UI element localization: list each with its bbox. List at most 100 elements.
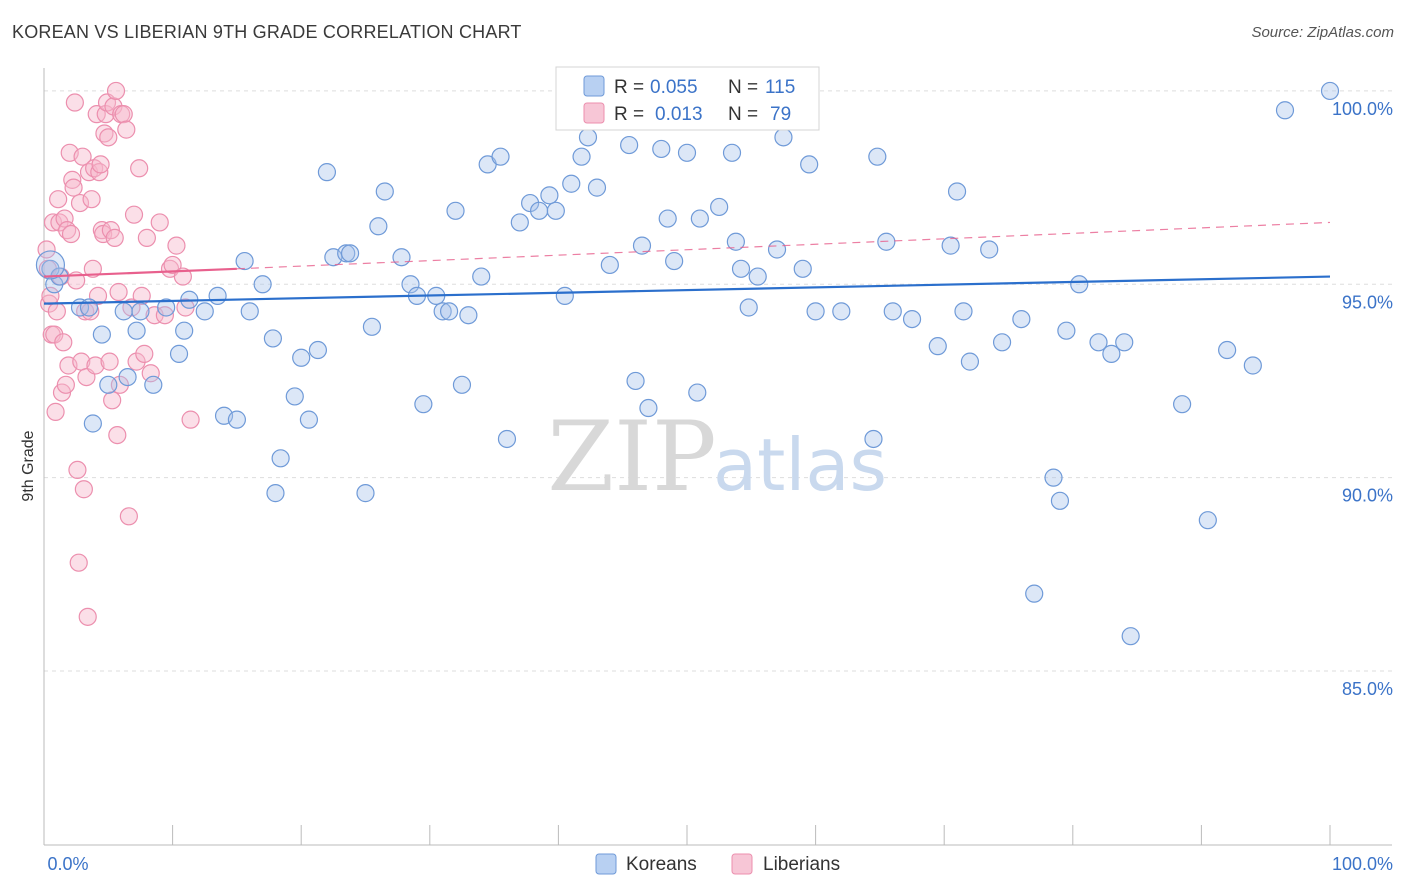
korean-point <box>240 302 259 321</box>
korean-point <box>600 255 619 275</box>
korean-point <box>1044 468 1063 487</box>
liberian-point <box>90 163 109 182</box>
liberian-point <box>135 344 154 363</box>
liberian-point <box>61 224 81 244</box>
korean-point <box>688 383 707 402</box>
korean-point <box>928 337 947 356</box>
korean-point <box>317 163 337 182</box>
korean-point <box>639 398 658 418</box>
korean-point <box>439 302 459 321</box>
liberian-point <box>56 375 75 394</box>
x-tick-label: 0.0% <box>47 854 88 874</box>
x-tick-label: 100.0% <box>1332 854 1393 874</box>
korean-point <box>340 244 360 263</box>
korean-point <box>144 375 163 394</box>
korean-point <box>308 340 328 360</box>
liberian-point <box>163 255 182 275</box>
liberian-point <box>167 236 186 255</box>
stats-r-label-2: R = <box>614 104 644 125</box>
korean-point <box>99 375 118 394</box>
liberian-point <box>106 81 126 101</box>
liberian-point <box>99 128 118 147</box>
liberian-point <box>108 425 127 445</box>
korean-point <box>369 217 388 236</box>
korean-point <box>767 240 787 259</box>
liberian-point <box>114 105 133 124</box>
liberian-point <box>82 190 101 209</box>
korean-point <box>578 128 598 147</box>
korean-point <box>806 302 825 321</box>
y-tick-label: 100.0% <box>1332 99 1393 119</box>
liberian-point <box>78 607 97 626</box>
korean-point <box>510 213 529 232</box>
liberian-point <box>91 155 110 174</box>
stats-r-value-1: 0.055 <box>650 77 698 98</box>
axes <box>43 68 1392 846</box>
korean-point <box>1115 333 1134 352</box>
korean-point <box>337 244 356 263</box>
korean-point <box>497 429 517 449</box>
korean-point <box>253 275 272 294</box>
legend-liberians-swatch <box>731 853 753 875</box>
watermark-atlas: atlas <box>713 423 887 507</box>
liberian-point <box>155 306 174 325</box>
korean-points <box>35 81 1340 646</box>
korean-point <box>292 348 311 367</box>
korean-point <box>1102 344 1121 363</box>
chart-title: KOREAN VS LIBERIAN 9TH GRADE CORRELATION… <box>12 22 522 42</box>
korean-point <box>954 302 973 321</box>
stats-legend: R = 0.055 N = 115 R = 0.013 N = 79 <box>555 66 820 131</box>
liberian-point <box>150 213 169 232</box>
korean-point <box>1173 395 1192 414</box>
korean-point <box>562 174 581 193</box>
korean-point <box>793 259 812 278</box>
liberian-point <box>46 402 65 421</box>
liberian-point <box>127 352 146 371</box>
korean-point <box>157 298 176 317</box>
korean-point <box>285 387 304 406</box>
korean-point <box>35 250 66 280</box>
korean-point <box>227 410 246 429</box>
korean-point <box>774 128 793 147</box>
korean-point <box>739 298 758 317</box>
y-tick-label: 85.0% <box>1342 679 1393 699</box>
korean-point <box>83 414 102 433</box>
korean-point <box>131 302 150 321</box>
korean-point <box>266 484 285 503</box>
liberian-point <box>54 333 73 352</box>
source-label: Source: ZipAtlas.com <box>1251 24 1394 41</box>
liberian-point <box>117 120 136 139</box>
liberian-point <box>141 364 160 383</box>
korean-point <box>452 375 472 394</box>
korean-point <box>546 201 565 220</box>
korean-point <box>114 302 133 321</box>
korean-point <box>1275 101 1295 120</box>
korean-point <box>587 178 607 197</box>
stats-n-value-1: 115 <box>765 77 795 98</box>
y-axis-label: 9th Grade <box>20 430 37 501</box>
liberian-point <box>105 228 124 247</box>
korean-point <box>433 302 452 321</box>
korean-point <box>356 484 375 503</box>
korean-point <box>299 410 319 429</box>
korean-point <box>1198 511 1217 530</box>
korean-point <box>401 275 420 294</box>
korean-point <box>960 352 980 371</box>
korean-point <box>947 182 967 201</box>
korean-point <box>392 248 411 267</box>
korean-point <box>362 317 382 336</box>
korean-point <box>677 143 697 162</box>
korean-point <box>1057 321 1076 340</box>
liberian-point <box>181 410 200 429</box>
liberian-trend-extension <box>236 221 1331 270</box>
liberian-point <box>173 267 192 286</box>
liberian-point <box>119 507 138 526</box>
korean-point <box>690 209 709 228</box>
liberian-point <box>109 282 128 302</box>
korean-point <box>1243 356 1262 375</box>
korean-point <box>491 147 510 166</box>
korean-point <box>1050 491 1070 510</box>
trend-lines <box>43 221 1331 305</box>
korean-point <box>658 209 677 228</box>
liberian-point <box>83 259 102 278</box>
